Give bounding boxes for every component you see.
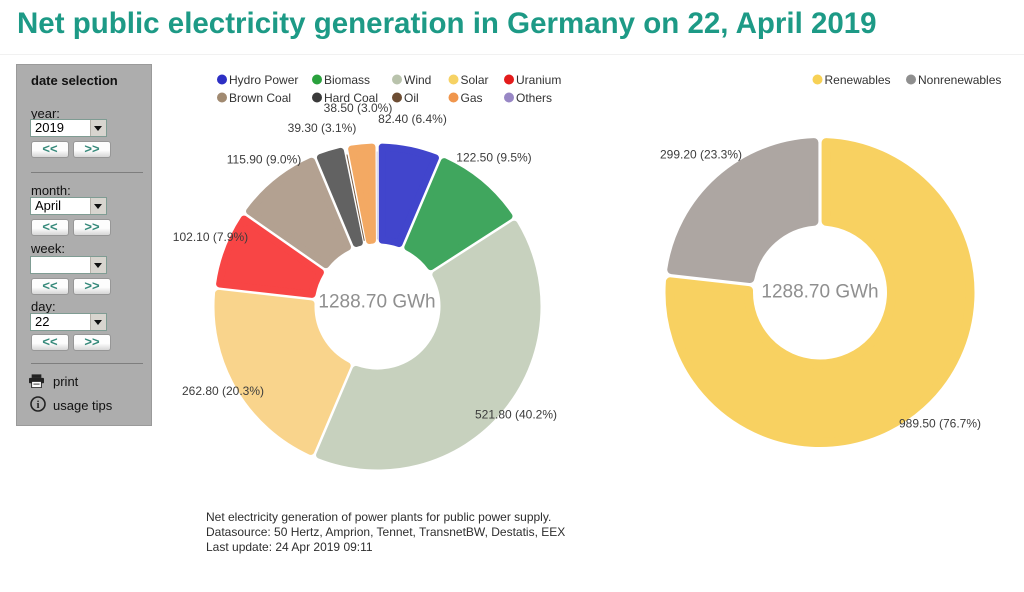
svg-text:Nonrenewables: Nonrenewables xyxy=(918,73,1001,87)
svg-text:Hard Coal: Hard Coal xyxy=(324,91,378,105)
svg-text:102.10 (7.9%): 102.10 (7.9%) xyxy=(173,230,248,244)
svg-text:115.90 (9.0%): 115.90 (9.0%) xyxy=(227,153,302,167)
svg-text:1288.70 GWh: 1288.70 GWh xyxy=(318,292,435,313)
svg-text:299.20 (23.3%): 299.20 (23.3%) xyxy=(660,148,742,162)
svg-text:Biomass: Biomass xyxy=(324,73,370,87)
svg-text:Oil: Oil xyxy=(404,91,419,105)
svg-text:Gas: Gas xyxy=(461,91,483,105)
svg-text:Others: Others xyxy=(516,91,552,105)
svg-text:989.50 (76.7%): 989.50 (76.7%) xyxy=(899,417,981,431)
svg-text:Hydro Power: Hydro Power xyxy=(229,73,298,87)
svg-text:Uranium: Uranium xyxy=(516,73,561,87)
svg-text:Brown Coal: Brown Coal xyxy=(229,91,291,105)
svg-text:122.50 (9.5%): 122.50 (9.5%) xyxy=(456,151,531,165)
svg-text:39.30 (3.1%): 39.30 (3.1%) xyxy=(288,121,357,135)
svg-text:Renewables: Renewables xyxy=(825,73,891,87)
svg-text:38.50 (3.0%): 38.50 (3.0%) xyxy=(324,101,393,115)
svg-text:i: i xyxy=(36,399,39,411)
svg-text:1288.70 GWh: 1288.70 GWh xyxy=(761,282,878,303)
svg-text:262.80 (20.3%): 262.80 (20.3%) xyxy=(182,384,264,398)
svg-text:Wind: Wind xyxy=(404,73,431,87)
svg-text:82.40 (6.4%): 82.40 (6.4%) xyxy=(378,112,447,126)
svg-text:521.80 (40.2%): 521.80 (40.2%) xyxy=(475,408,557,422)
svg-text:Solar: Solar xyxy=(461,73,489,87)
